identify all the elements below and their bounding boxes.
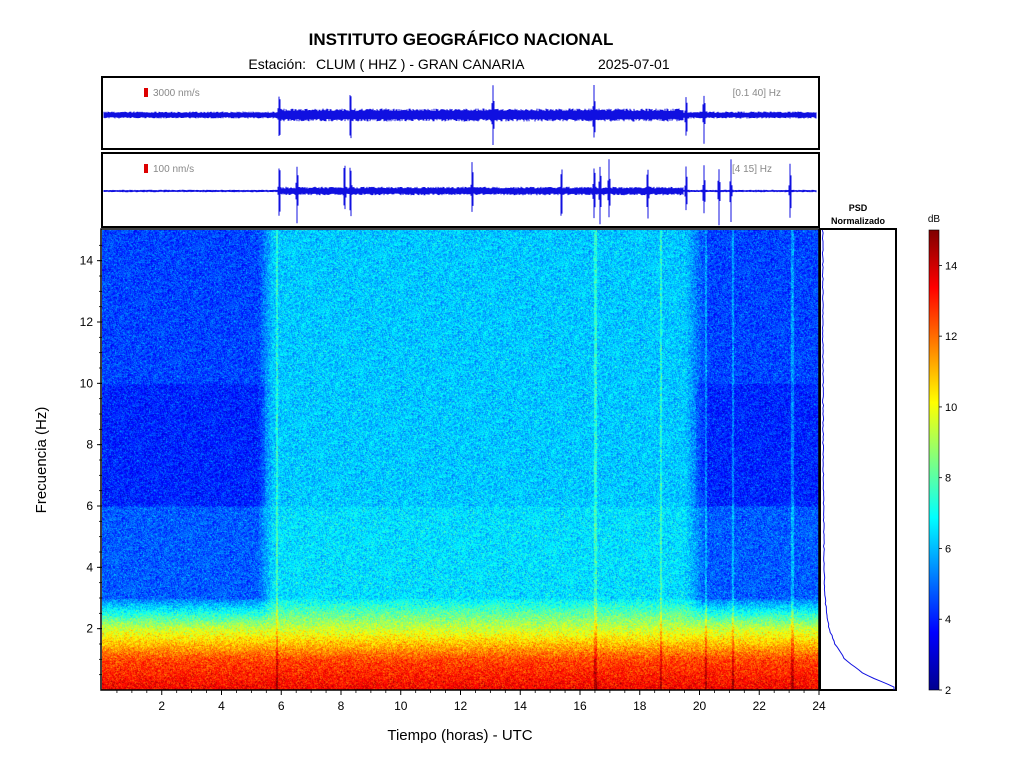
colorbar-tick-label: 6 — [945, 543, 951, 555]
colorbar-tick-label: 8 — [945, 473, 951, 485]
x-tick-label: 10 — [394, 699, 408, 713]
colorbar: dB 2 4 6 8 10 12 14 — [928, 214, 957, 697]
colorbar-tick-label: 12 — [945, 331, 957, 343]
scale-marker-broadband — [144, 88, 148, 97]
x-tick-label: 8 — [338, 699, 345, 713]
colorbar-ticks: 2 4 6 8 10 12 14 — [939, 260, 957, 697]
y-tick-label: 14 — [80, 254, 94, 268]
y-tick-label: 4 — [86, 560, 93, 574]
x-tick-label: 16 — [573, 699, 587, 713]
x-tick-label: 6 — [278, 699, 285, 713]
seismogram-filtered-trace — [103, 159, 817, 226]
date-label: 2025-07-01 — [598, 56, 670, 72]
y-tick-label: 2 — [86, 622, 93, 636]
colorbar-tick-label: 4 — [945, 614, 951, 626]
colorbar-tick-label: 10 — [945, 402, 957, 414]
figure-title: INSTITUTO GEOGRÁFICO NACIONAL — [309, 30, 614, 49]
psd-subtitle: Normalizado — [831, 216, 886, 226]
x-tick-label: 18 — [633, 699, 647, 713]
x-tick-label: 12 — [454, 699, 468, 713]
spectrogram-heatmap — [102, 230, 819, 690]
y-tick-label: 10 — [80, 376, 94, 390]
psd-panel: PSD Normalizado — [819, 203, 897, 691]
x-tick-label: 20 — [693, 699, 707, 713]
colorbar-label: dB — [928, 214, 941, 225]
x-tick-label: 4 — [218, 699, 225, 713]
seismogram-filtered-panel: 100 nm/s [4 15] Hz — [101, 152, 820, 228]
filter-label-broadband: [0.1 40] Hz — [733, 88, 781, 99]
y-tick-label: 8 — [86, 438, 93, 452]
seismogram-broadband-panel: 3000 nm/s [0.1 40] Hz — [101, 76, 820, 150]
scale-marker-filtered — [144, 164, 148, 173]
colorbar-tick-label: 2 — [945, 685, 951, 697]
station-name: CLUM ( HHZ ) - GRAN CANARIA — [316, 56, 525, 72]
y-axis-label: Frecuencia (Hz) — [33, 407, 50, 514]
x-tick-label: 14 — [514, 699, 528, 713]
y-tick-label: 6 — [86, 499, 93, 513]
scale-label-broadband: 3000 nm/s — [153, 88, 200, 99]
x-axis-label: Tiempo (horas) - UTC — [387, 727, 532, 744]
station-prefix: Estación: — [248, 56, 306, 72]
psd-line — [821, 229, 895, 690]
filter-label-filtered: [4 15] Hz — [732, 164, 772, 175]
seismogram-broadband-trace — [103, 85, 817, 145]
psd-title: PSD — [849, 203, 868, 213]
colorbar-tick-label: 14 — [945, 260, 957, 272]
colorbar-gradient — [928, 229, 940, 691]
x-tick-label: 24 — [812, 699, 826, 713]
y-tick-label: 12 — [80, 315, 94, 329]
scale-label-filtered: 100 nm/s — [153, 164, 194, 175]
x-tick-label: 2 — [158, 699, 165, 713]
x-tick-label: 22 — [753, 699, 767, 713]
psd-frame — [819, 228, 897, 691]
